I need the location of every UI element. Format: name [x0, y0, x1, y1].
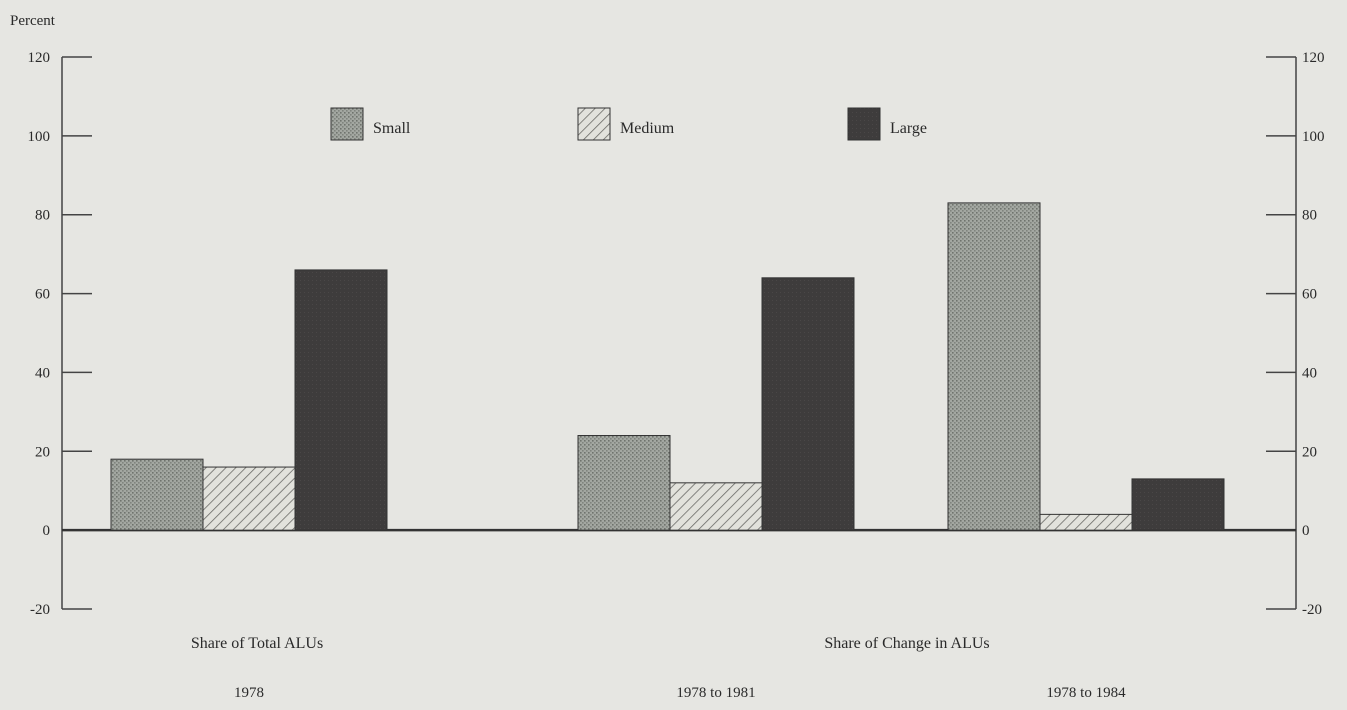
legend-swatch-small [330, 107, 364, 141]
left-tick-label: 40 [35, 365, 50, 381]
bar-medium-1 [669, 482, 763, 531]
right-tick-label: 60 [1302, 287, 1317, 303]
group-label-change: Share of Change in ALUs [824, 635, 989, 652]
bar-medium-2 [1039, 513, 1133, 531]
right-tick-label: 0 [1302, 523, 1310, 539]
left-tick-label: 80 [35, 208, 50, 224]
right-tick-label: 120 [1302, 50, 1325, 66]
legend-label-medium: Medium [620, 120, 675, 137]
bar-small-2 [947, 202, 1041, 531]
left-tick-label: 120 [28, 50, 51, 66]
bar-large-1 [761, 277, 855, 531]
right-tick-label: 20 [1302, 444, 1317, 460]
left-tick-label: 100 [28, 129, 51, 145]
left-tick-label: -20 [30, 602, 50, 618]
left-tick-label: 60 [35, 287, 50, 303]
legend-label-large: Large [890, 120, 927, 137]
category-label: 1978 to 1984 [1046, 685, 1126, 701]
category-label: 1978 to 1981 [676, 685, 755, 701]
bar-large-2 [1131, 478, 1225, 531]
legend-swatch-large [847, 107, 881, 141]
y-axis-label: Percent [10, 13, 56, 29]
right-tick-label: -20 [1302, 602, 1322, 618]
labels-layer: -20 -20 0 0 20 20 40 40 60 60 80 80 100 100 120 120 Perc… [10, 13, 1325, 701]
bar-small-1 [577, 435, 671, 531]
legend-label-small: Small [373, 120, 411, 137]
right-tick-label: 40 [1302, 365, 1317, 381]
bar-small-0 [110, 458, 204, 531]
bars-layer [110, 202, 1225, 531]
legend-swatch-medium [577, 107, 611, 141]
bar-medium-0 [202, 466, 296, 531]
right-tick-label: 80 [1302, 208, 1317, 224]
right-tick-label: 100 [1302, 129, 1325, 145]
legend: Small Medium Large [330, 107, 927, 141]
category-label: 1978 [234, 685, 264, 701]
bar-large-0 [294, 269, 388, 531]
left-tick-label: 20 [35, 444, 50, 460]
group-label-total: Share of Total ALUs [191, 635, 323, 652]
left-tick-label: 0 [43, 523, 51, 539]
